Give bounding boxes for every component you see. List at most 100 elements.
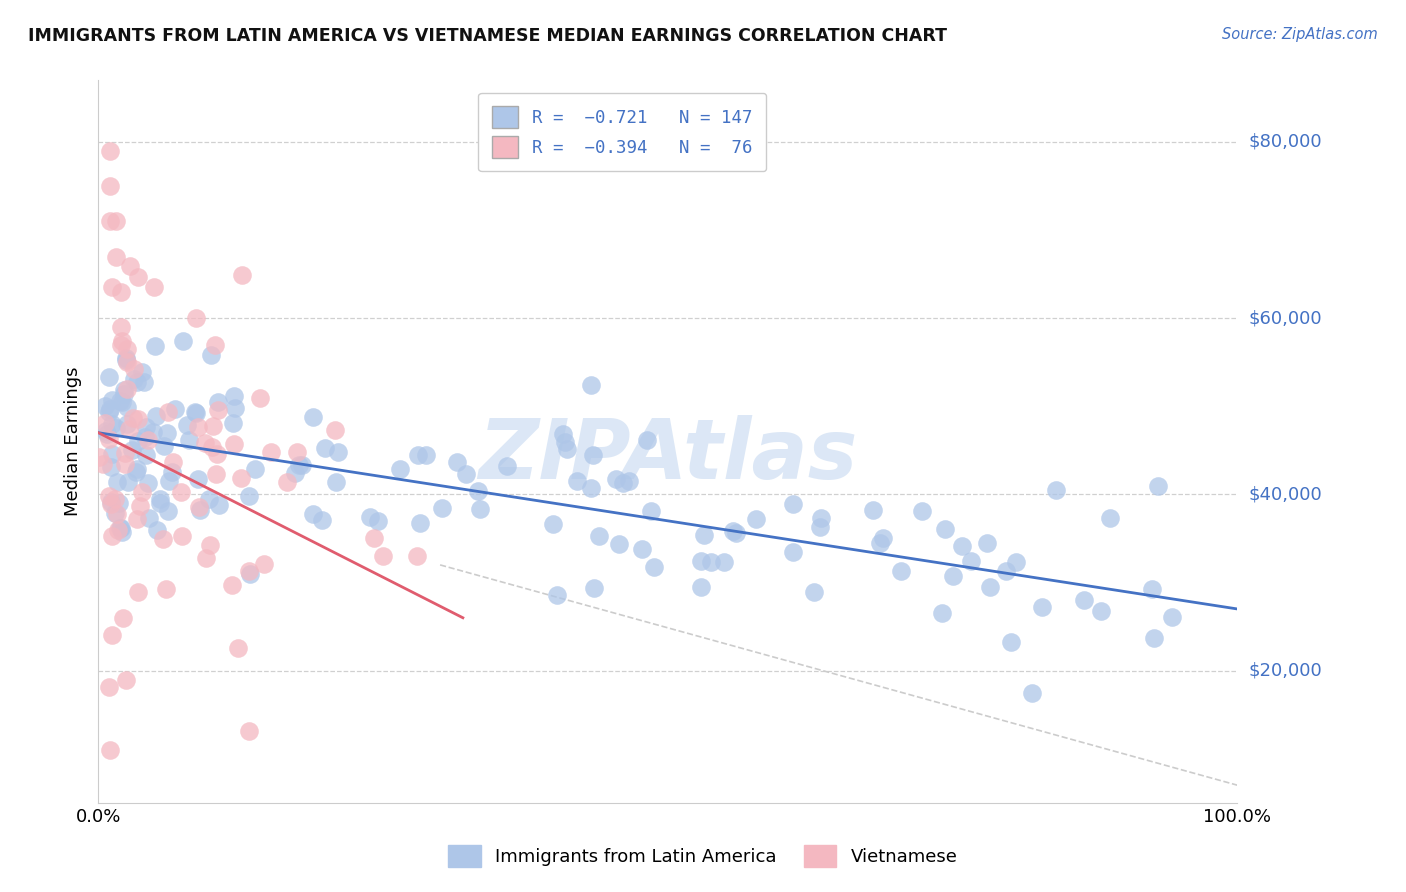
Point: [96, 424, 118, 438]
Point: [198, 491, 221, 506]
Point: [134, 430, 156, 444]
Point: [101, 417, 124, 432]
Point: [582, 581, 605, 595]
Point: [104, 506, 127, 520]
Point: [862, 502, 884, 516]
Point: [221, 578, 243, 592]
Point: [122, 410, 145, 425]
Point: [636, 434, 658, 448]
Point: [325, 423, 347, 437]
Point: [93, 416, 115, 430]
Point: [105, 508, 128, 522]
Point: [104, 250, 127, 264]
Point: [98, 179, 121, 194]
Point: [231, 268, 253, 282]
Point: [782, 545, 804, 559]
Point: [108, 521, 131, 535]
Point: [1073, 592, 1095, 607]
Text: $80,000: $80,000: [1249, 133, 1322, 151]
Point: [468, 502, 491, 516]
Point: [111, 611, 134, 625]
Point: [120, 260, 142, 274]
Point: [415, 449, 437, 463]
Point: [631, 542, 654, 557]
Point: [1005, 555, 1028, 569]
Point: [98, 144, 121, 158]
Point: [131, 484, 153, 499]
Point: [249, 391, 271, 405]
Point: [127, 462, 149, 476]
Point: [371, 549, 394, 563]
Point: [607, 536, 630, 550]
Point: [117, 475, 139, 490]
Point: [101, 280, 124, 294]
Point: [200, 539, 222, 553]
Point: [127, 585, 149, 599]
Point: [115, 382, 138, 396]
Point: [721, 524, 744, 538]
Point: [149, 496, 172, 510]
Point: [553, 427, 575, 442]
Point: [221, 417, 243, 431]
Point: [135, 448, 157, 462]
Point: [114, 458, 136, 472]
Point: [125, 512, 148, 526]
Point: [100, 529, 122, 543]
Point: [136, 433, 159, 447]
Point: [134, 376, 156, 390]
Point: [114, 446, 136, 460]
Point: [157, 474, 180, 488]
Point: [204, 338, 226, 352]
Point: [98, 402, 121, 417]
Point: [184, 310, 207, 325]
Point: [224, 388, 246, 402]
Point: [942, 569, 965, 583]
Point: [205, 447, 228, 461]
Point: [872, 531, 894, 545]
Point: [194, 436, 217, 450]
Point: [238, 723, 260, 738]
Point: [155, 582, 177, 597]
Point: [115, 417, 138, 431]
Point: [138, 511, 160, 525]
Point: [617, 474, 640, 488]
Point: [114, 353, 136, 368]
Point: [446, 455, 468, 469]
Point: [122, 372, 145, 386]
Point: [91, 457, 114, 471]
Text: $60,000: $60,000: [1249, 310, 1322, 327]
Point: [245, 462, 267, 476]
Point: [97, 369, 120, 384]
Point: [546, 588, 568, 602]
Point: [172, 529, 194, 543]
Point: [808, 520, 831, 534]
Point: [187, 500, 209, 515]
Point: [118, 422, 141, 436]
Point: [107, 523, 129, 537]
Point: [184, 405, 207, 419]
Point: [302, 409, 325, 424]
Point: [127, 434, 149, 448]
Point: [643, 560, 665, 574]
Point: [229, 471, 252, 485]
Point: [163, 401, 186, 416]
Point: [931, 606, 953, 620]
Point: [1146, 478, 1168, 492]
Point: [228, 640, 250, 655]
Point: [127, 270, 149, 285]
Point: [162, 455, 184, 469]
Point: [115, 355, 138, 369]
Point: [1160, 610, 1182, 624]
Point: [640, 504, 662, 518]
Point: [207, 395, 229, 409]
Point: [145, 409, 167, 423]
Point: [555, 442, 578, 456]
Point: [713, 555, 735, 569]
Point: [205, 467, 228, 481]
Point: [127, 376, 149, 390]
Point: [98, 743, 121, 757]
Point: [101, 447, 124, 461]
Point: [1140, 582, 1163, 597]
Point: [950, 539, 973, 553]
Point: [112, 383, 135, 397]
